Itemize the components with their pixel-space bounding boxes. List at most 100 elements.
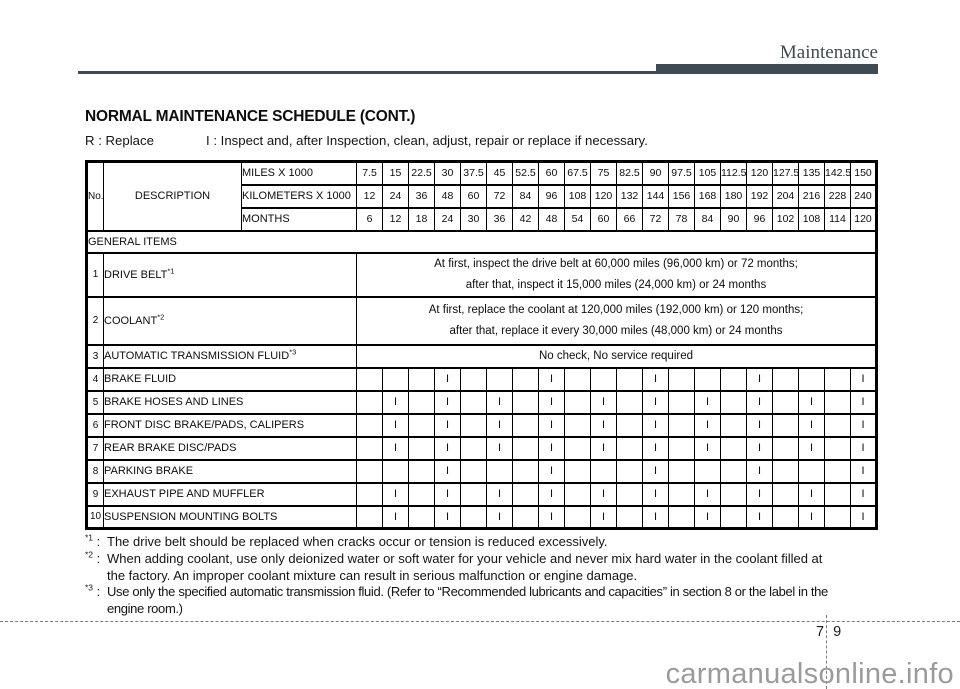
interval-mark-cell [824, 389, 851, 415]
interval-mark-cell: I [850, 366, 877, 392]
interval-mark-cell [564, 389, 591, 415]
interval-mark-cell: I [486, 389, 513, 415]
interval-mark-cell [824, 412, 851, 438]
interval-mark-cell: I [694, 389, 721, 415]
interval-mark-cell: I [850, 389, 877, 415]
interval-mark-cell: I [746, 366, 773, 392]
interval-mark-cell: I [746, 504, 773, 530]
interval-value-cell: 84 [694, 206, 721, 232]
interval-mark-cell [382, 458, 409, 484]
footnote-line: engine room.) [107, 601, 183, 617]
interval-mark-cell [668, 458, 695, 484]
interval-value-cell: 240 [850, 183, 877, 209]
interval-mark-cell: I [746, 412, 773, 438]
interval-mark-cell [798, 366, 825, 392]
interval-mark-cell [564, 458, 591, 484]
interval-value-cell: 7.5 [356, 160, 383, 186]
footnote-marker: *3 : [85, 583, 101, 600]
interval-mark-cell [356, 504, 383, 530]
interval-mark-cell [668, 504, 695, 530]
footer-dashed-line [0, 621, 960, 622]
interval-mark-cell [720, 504, 747, 530]
interval-value-cell: 72 [486, 183, 513, 209]
interval-mark-cell [512, 481, 539, 507]
interval-mark-cell [512, 458, 539, 484]
interval-mark-cell [408, 504, 435, 530]
footnote-1: *1 : The drive belt should be replaced w… [85, 533, 885, 551]
interval-mark-cell [564, 504, 591, 530]
interval-mark-cell [564, 366, 591, 392]
interval-value-cell: 84 [512, 183, 539, 209]
interval-mark-cell [408, 366, 435, 392]
note-line: No check, No service required [538, 349, 694, 362]
interval-value-cell: 42 [512, 206, 539, 232]
interval-mark-cell [772, 481, 799, 507]
row-number: 9 [86, 481, 104, 507]
interval-value-cell: 75 [590, 160, 617, 186]
interval-mark-cell: I [434, 389, 461, 415]
footnote-ref: *2 [157, 311, 165, 321]
interval-mark-cell [668, 481, 695, 507]
maintenance-schedule-table: No. DESCRIPTION MILES X 1000 7.5 15 22.5 30… [85, 160, 878, 530]
interval-mark-cell [772, 504, 799, 530]
interval-mark-cell: I [850, 458, 877, 484]
section-title: GENERAL ITEMS [86, 229, 877, 254]
interval-mark-cell: I [382, 412, 409, 438]
table-row: 7 REAR BRAKE DISC/PADS I I I I I I I I I I [86, 435, 877, 461]
row-label-miles: MILES X 1000 [241, 160, 357, 186]
note-line: At first, inspect the drive belt at 60,0… [434, 257, 798, 270]
interval-mark-cell [616, 504, 643, 530]
table-row: 8 PARKING BRAKE I I I I I [86, 458, 877, 484]
interval-mark-cell [408, 481, 435, 507]
interval-mark-cell [772, 458, 799, 484]
interval-mark-cell [512, 412, 539, 438]
interval-mark-cell: I [590, 435, 617, 461]
interval-mark-cell [564, 435, 591, 461]
interval-value-cell: 108 [564, 183, 591, 209]
interval-mark-cell [720, 412, 747, 438]
interval-mark-cell: I [538, 458, 565, 484]
interval-value-cell: 52.5 [512, 160, 539, 186]
interval-mark-cell [720, 366, 747, 392]
row-number: 2 [86, 295, 104, 346]
footnote-text: The drive belt should be replaced when c… [107, 534, 885, 551]
header-rule-thin [78, 71, 878, 74]
interval-mark-cell [356, 481, 383, 507]
footer-dashed-divider [826, 615, 827, 689]
interval-mark-cell [512, 435, 539, 461]
interval-mark-cell [356, 458, 383, 484]
item-rows-body: 4 BRAKE FLUID I I I I I 5 BRAKE HOSES AND LINES I… [86, 366, 877, 530]
interval-mark-cell: I [486, 412, 513, 438]
interval-mark-cell: I [746, 458, 773, 484]
interval-mark-cell: I [434, 481, 461, 507]
interval-mark-cell [824, 481, 851, 507]
row-number: 6 [86, 412, 104, 438]
interval-mark-cell [590, 366, 617, 392]
row-label-months: MONTHS [241, 206, 357, 232]
interval-mark-cell [590, 458, 617, 484]
legend-replace: R : Replace [85, 133, 154, 148]
item-name: COOLANT [104, 314, 158, 327]
interval-mark-cell [694, 458, 721, 484]
interval-value-cell: 132 [616, 183, 643, 209]
interval-mark-cell: I [746, 481, 773, 507]
interval-mark-cell [668, 412, 695, 438]
row-number: 4 [86, 366, 104, 392]
interval-value-cell: 15 [382, 160, 409, 186]
interval-mark-cell: I [434, 504, 461, 530]
table-row-transmission-fluid: 3 AUTOMATIC TRANSMISSION FLUID*3 No chec… [86, 343, 877, 369]
interval-mark-cell [616, 412, 643, 438]
interval-value-cell: 142.5 [824, 160, 851, 186]
interval-mark-cell: I [850, 504, 877, 530]
interval-mark-cell [616, 389, 643, 415]
interval-mark-cell [824, 435, 851, 461]
interval-mark-cell [616, 458, 643, 484]
interval-mark-cell [356, 389, 383, 415]
table-row: 10 SUSPENSION MOUNTING BOLTS I I I I I I I I I I [86, 504, 877, 530]
interval-mark-cell: I [434, 412, 461, 438]
service-note: No check, No service required [356, 343, 877, 369]
interval-value-cell: 120 [746, 160, 773, 186]
interval-mark-cell [460, 481, 487, 507]
footnote-ref: *3 [289, 347, 297, 357]
